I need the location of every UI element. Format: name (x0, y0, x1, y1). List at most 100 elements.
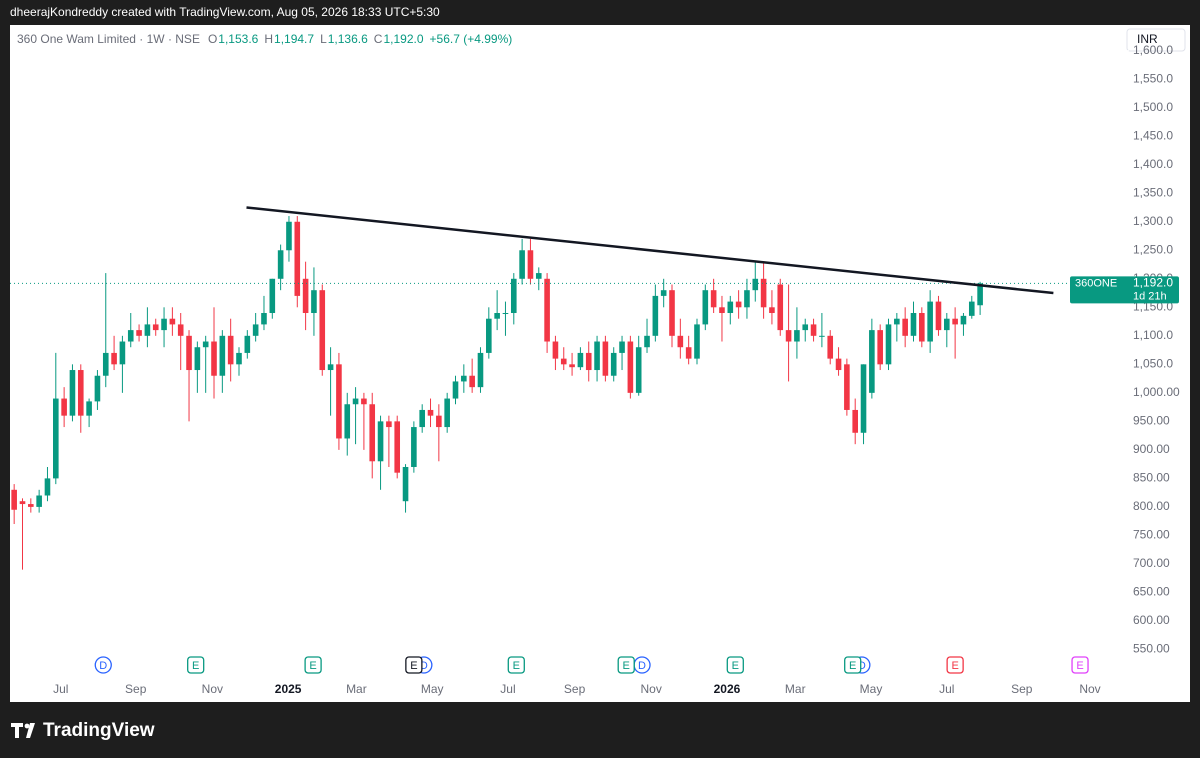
candle-body (702, 290, 709, 325)
candle-body (802, 324, 809, 331)
brand: TradingView (43, 720, 155, 741)
candle-body (186, 335, 192, 371)
event-label: E (309, 660, 316, 672)
candle-body (552, 341, 559, 359)
y-tick-label: 1,600.0 (1133, 43, 1173, 57)
candle-body (652, 295, 659, 336)
candle-body (61, 398, 67, 416)
y-tick-label: 1,450.0 (1133, 128, 1173, 142)
candle-body (386, 421, 392, 428)
candle-body (627, 341, 634, 393)
candle-body (144, 324, 151, 336)
candle-body (311, 290, 317, 314)
candle-body (569, 364, 575, 368)
candle-body (36, 495, 42, 507)
event-marker[interactable]: E (617, 656, 635, 674)
event-marker[interactable]: E (946, 656, 964, 674)
x-tick-label: May (421, 682, 444, 696)
y-tick-label: 1,500.0 (1133, 100, 1173, 114)
candle-body (669, 290, 675, 336)
event-marker[interactable]: D (94, 656, 112, 674)
candle-body (277, 250, 284, 279)
y-tick-label: 700.00 (1133, 556, 1170, 570)
candle-body (819, 335, 825, 337)
candle-body (252, 324, 259, 336)
event-marker[interactable]: E (844, 656, 862, 674)
event-marker[interactable]: E (405, 656, 423, 674)
event-marker[interactable]: E (507, 656, 525, 674)
event-label: E (513, 660, 520, 672)
candle-body (19, 501, 26, 505)
candle-body (227, 335, 234, 365)
candle-body (319, 290, 326, 371)
ohlc-value: 1,194.7 (274, 32, 314, 46)
event-marker[interactable]: E (1071, 656, 1089, 674)
y-tick-label: 750.00 (1133, 528, 1170, 542)
event-marker[interactable]: E (304, 656, 322, 674)
candle-body (502, 313, 509, 315)
chart-title: 360 One Wam Limited · 1W · NSE (17, 32, 200, 46)
ohlc-value: 1,153.6 (218, 32, 258, 46)
x-tick-label: Jul (939, 682, 954, 696)
candle-body (352, 398, 359, 405)
candle-body (286, 221, 292, 251)
candle-body (577, 352, 584, 368)
candle-body (694, 324, 700, 359)
candle-body (194, 347, 201, 371)
event-marker[interactable]: E (187, 656, 205, 674)
x-tick-label: Jul (500, 682, 515, 696)
candle-body (960, 315, 967, 325)
ohlc-key: L (320, 32, 327, 46)
candle-body (827, 335, 834, 359)
candle-body (594, 341, 600, 371)
x-tick-label: 2026 (714, 682, 741, 696)
event-icon (946, 656, 964, 674)
candle-body (544, 278, 550, 342)
y-tick-label: 1,550.0 (1133, 71, 1173, 85)
price-label-box (1070, 276, 1179, 304)
candle-body (411, 427, 417, 467)
candle-body (52, 398, 59, 479)
currency: INR (1137, 32, 1158, 46)
candle-body (86, 401, 92, 416)
x-tick-label: Sep (1011, 682, 1033, 696)
candle-body (968, 301, 975, 316)
event-icon (304, 656, 322, 674)
candle-body (794, 330, 800, 342)
candle-body (327, 364, 334, 371)
candle-body (644, 335, 650, 348)
x-tick-label: 2025 (275, 682, 302, 696)
candle-body (77, 370, 84, 416)
candle-body (560, 358, 567, 365)
candle-body (677, 335, 684, 348)
currency-box[interactable] (1126, 28, 1186, 52)
event-label: E (192, 660, 199, 672)
event-label: D (99, 660, 107, 672)
ohlc-key: H (264, 32, 273, 46)
event-marker[interactable]: D (633, 656, 651, 674)
x-tick-label: Sep (564, 682, 586, 696)
candle-body (777, 284, 784, 331)
y-tick-label: 1,100.0 (1133, 328, 1173, 342)
candle-body (735, 301, 742, 308)
candle-body (902, 318, 908, 336)
y-tick-label: 1,350.0 (1133, 185, 1173, 199)
y-tick-label: 1,400.0 (1133, 157, 1173, 171)
event-marker[interactable]: E (726, 656, 744, 674)
event-icon (507, 656, 525, 674)
price-countdown: 1d 21h (1133, 290, 1167, 302)
candle-body (744, 290, 750, 308)
y-tick-label: 950.00 (1133, 414, 1170, 428)
candle-body (860, 364, 867, 433)
ohlc-value: 1,136.6 (328, 32, 368, 46)
trend-line (246, 206, 1054, 295)
candle-body (161, 318, 167, 331)
x-tick-label: Nov (202, 682, 223, 696)
candle-body (519, 250, 525, 279)
event-icon (1071, 656, 1089, 674)
ohlc-key: C (374, 32, 383, 46)
event-icon (187, 656, 205, 674)
candle-body (869, 330, 875, 393)
brand-logo (11, 723, 35, 738)
